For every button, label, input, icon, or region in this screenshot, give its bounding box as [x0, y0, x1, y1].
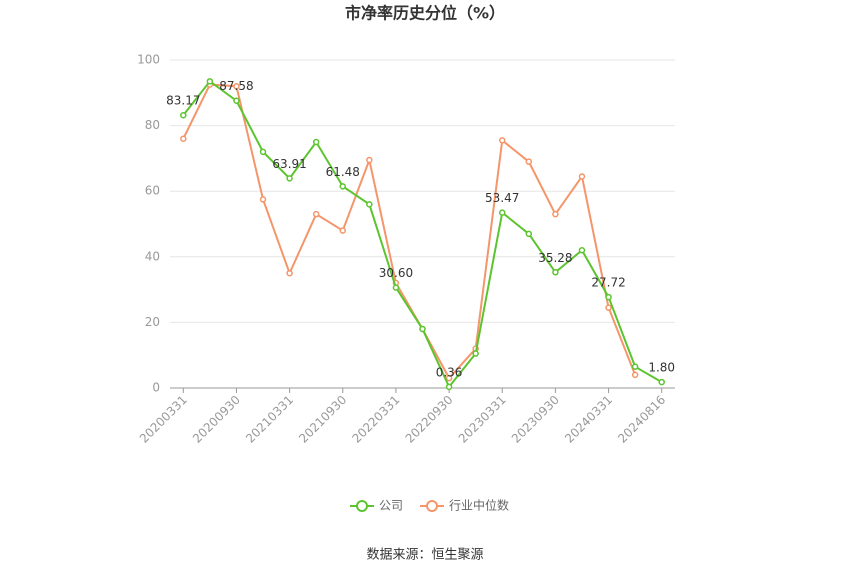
data-label: 83.17	[166, 94, 200, 108]
point	[259, 148, 267, 156]
x-tick-label: 20230331	[456, 393, 509, 446]
point	[339, 183, 347, 190]
point	[578, 246, 586, 254]
data-label: 30.60	[379, 266, 413, 280]
point	[658, 378, 665, 386]
point	[312, 210, 320, 218]
point	[286, 269, 293, 277]
point	[180, 111, 187, 119]
data-label: 0.36	[436, 365, 463, 379]
x-tick-label: 20210331	[243, 393, 296, 446]
y-tick-label: 40	[145, 249, 160, 263]
point	[233, 97, 240, 104]
x-tick-label: 20220930	[403, 393, 456, 446]
series-line	[182, 83, 637, 380]
data-label: 35.28	[538, 251, 572, 265]
point	[525, 230, 533, 238]
point	[578, 173, 586, 180]
y-tick-label: 0	[152, 381, 160, 395]
point	[206, 78, 214, 85]
point	[419, 325, 426, 333]
chart-title: 市净率历史分位（%）	[345, 4, 505, 23]
point	[180, 135, 187, 142]
legend-marker	[356, 500, 368, 512]
point	[605, 293, 612, 301]
y-tick-label: 80	[145, 118, 160, 132]
point	[631, 363, 639, 370]
data-label: 63.91	[272, 157, 306, 171]
point	[552, 269, 559, 276]
point	[498, 137, 506, 144]
data-label: 27.72	[591, 276, 625, 290]
point	[552, 210, 559, 218]
point	[525, 158, 533, 165]
point	[339, 227, 347, 234]
point	[259, 196, 267, 203]
point	[472, 350, 479, 357]
legend-label: 公司	[379, 499, 403, 513]
y-tick-label: 60	[145, 184, 160, 198]
point	[392, 284, 400, 291]
legend-marker	[426, 500, 438, 512]
point	[631, 371, 639, 379]
source-note: 数据来源：恒生聚源	[366, 548, 483, 563]
x-tick-label: 20240331	[562, 393, 615, 446]
point	[605, 304, 612, 311]
data-label: 53.47	[485, 191, 519, 205]
x-tick-label: 20220331	[349, 393, 402, 446]
data-label: 61.48	[326, 165, 360, 179]
x-tick-label: 20240816	[615, 393, 668, 446]
x-tick-label: 20200930	[190, 393, 243, 446]
data-label: 1.80	[648, 361, 675, 375]
point	[286, 175, 293, 182]
point	[366, 201, 373, 208]
legend-label: 行业中位数	[449, 498, 509, 513]
x-tick-label: 20210930	[296, 393, 349, 446]
series-line	[182, 79, 663, 389]
point	[366, 156, 373, 164]
point	[498, 209, 506, 216]
point	[445, 374, 453, 382]
data-label: 87.58	[219, 79, 253, 93]
point	[233, 82, 240, 90]
y-tick-label: 100	[137, 53, 160, 67]
y-tick-label: 20	[145, 315, 160, 329]
point	[445, 383, 453, 391]
x-tick-label: 20200331	[137, 393, 190, 446]
x-tick-label: 20230930	[509, 393, 562, 446]
point	[312, 138, 320, 146]
